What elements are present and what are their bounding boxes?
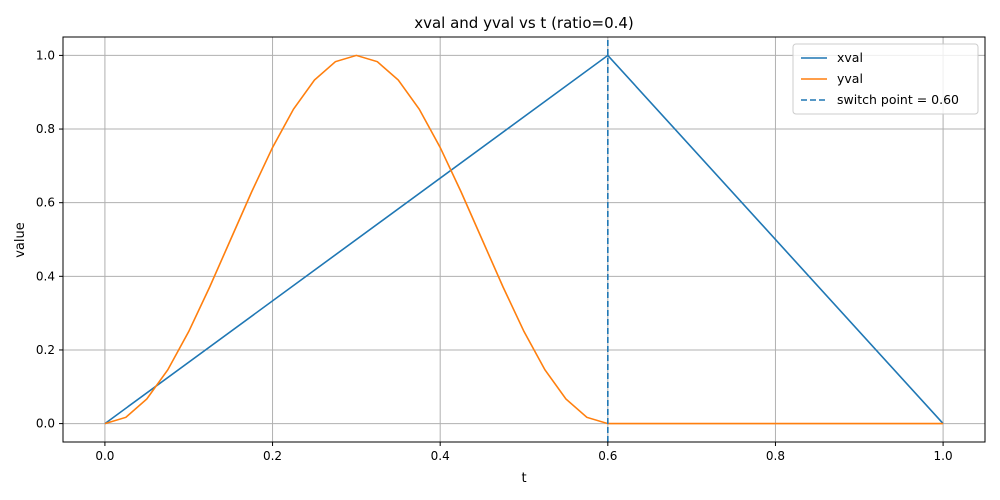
plot-area-frame <box>62 36 986 443</box>
x-tick-label: 1.0 <box>934 449 953 463</box>
legend: xval yval switch point = 0.60 <box>792 43 979 115</box>
y-tick-label: 1.0 <box>36 48 55 62</box>
x-tick-label: 0.6 <box>598 449 617 463</box>
chart-title: xval and yval vs t (ratio=0.4) <box>414 14 634 32</box>
x-axis-label: t <box>521 471 526 486</box>
x-tick-label: 0.0 <box>95 449 114 463</box>
y-tick-label: 0.4 <box>36 269 55 283</box>
x-tick-label: 0.8 <box>766 449 785 463</box>
legend-label: xval <box>837 50 863 65</box>
y-tick-label: 0.8 <box>36 122 55 136</box>
y-tick-label: 0.6 <box>36 196 55 210</box>
x-tick-label: 0.2 <box>263 449 282 463</box>
series-line-xval <box>104 54 944 425</box>
ticks: 0.0 0.2 0.4 0.6 0.8 1.0 0.0 0.2 0.4 0.6 0.8 1.0 <box>36 48 953 463</box>
y-tick-label: 0.0 <box>36 417 55 431</box>
series-line-yval <box>104 54 944 425</box>
legend-label: yval <box>837 71 863 86</box>
legend-label: switch point = 0.60 <box>837 92 959 107</box>
legend-box <box>792 43 979 115</box>
y-axis-label: value <box>13 222 28 258</box>
y-tick-label: 0.2 <box>36 343 55 357</box>
x-tick-label: 0.4 <box>431 449 450 463</box>
series-layer <box>104 37 944 442</box>
